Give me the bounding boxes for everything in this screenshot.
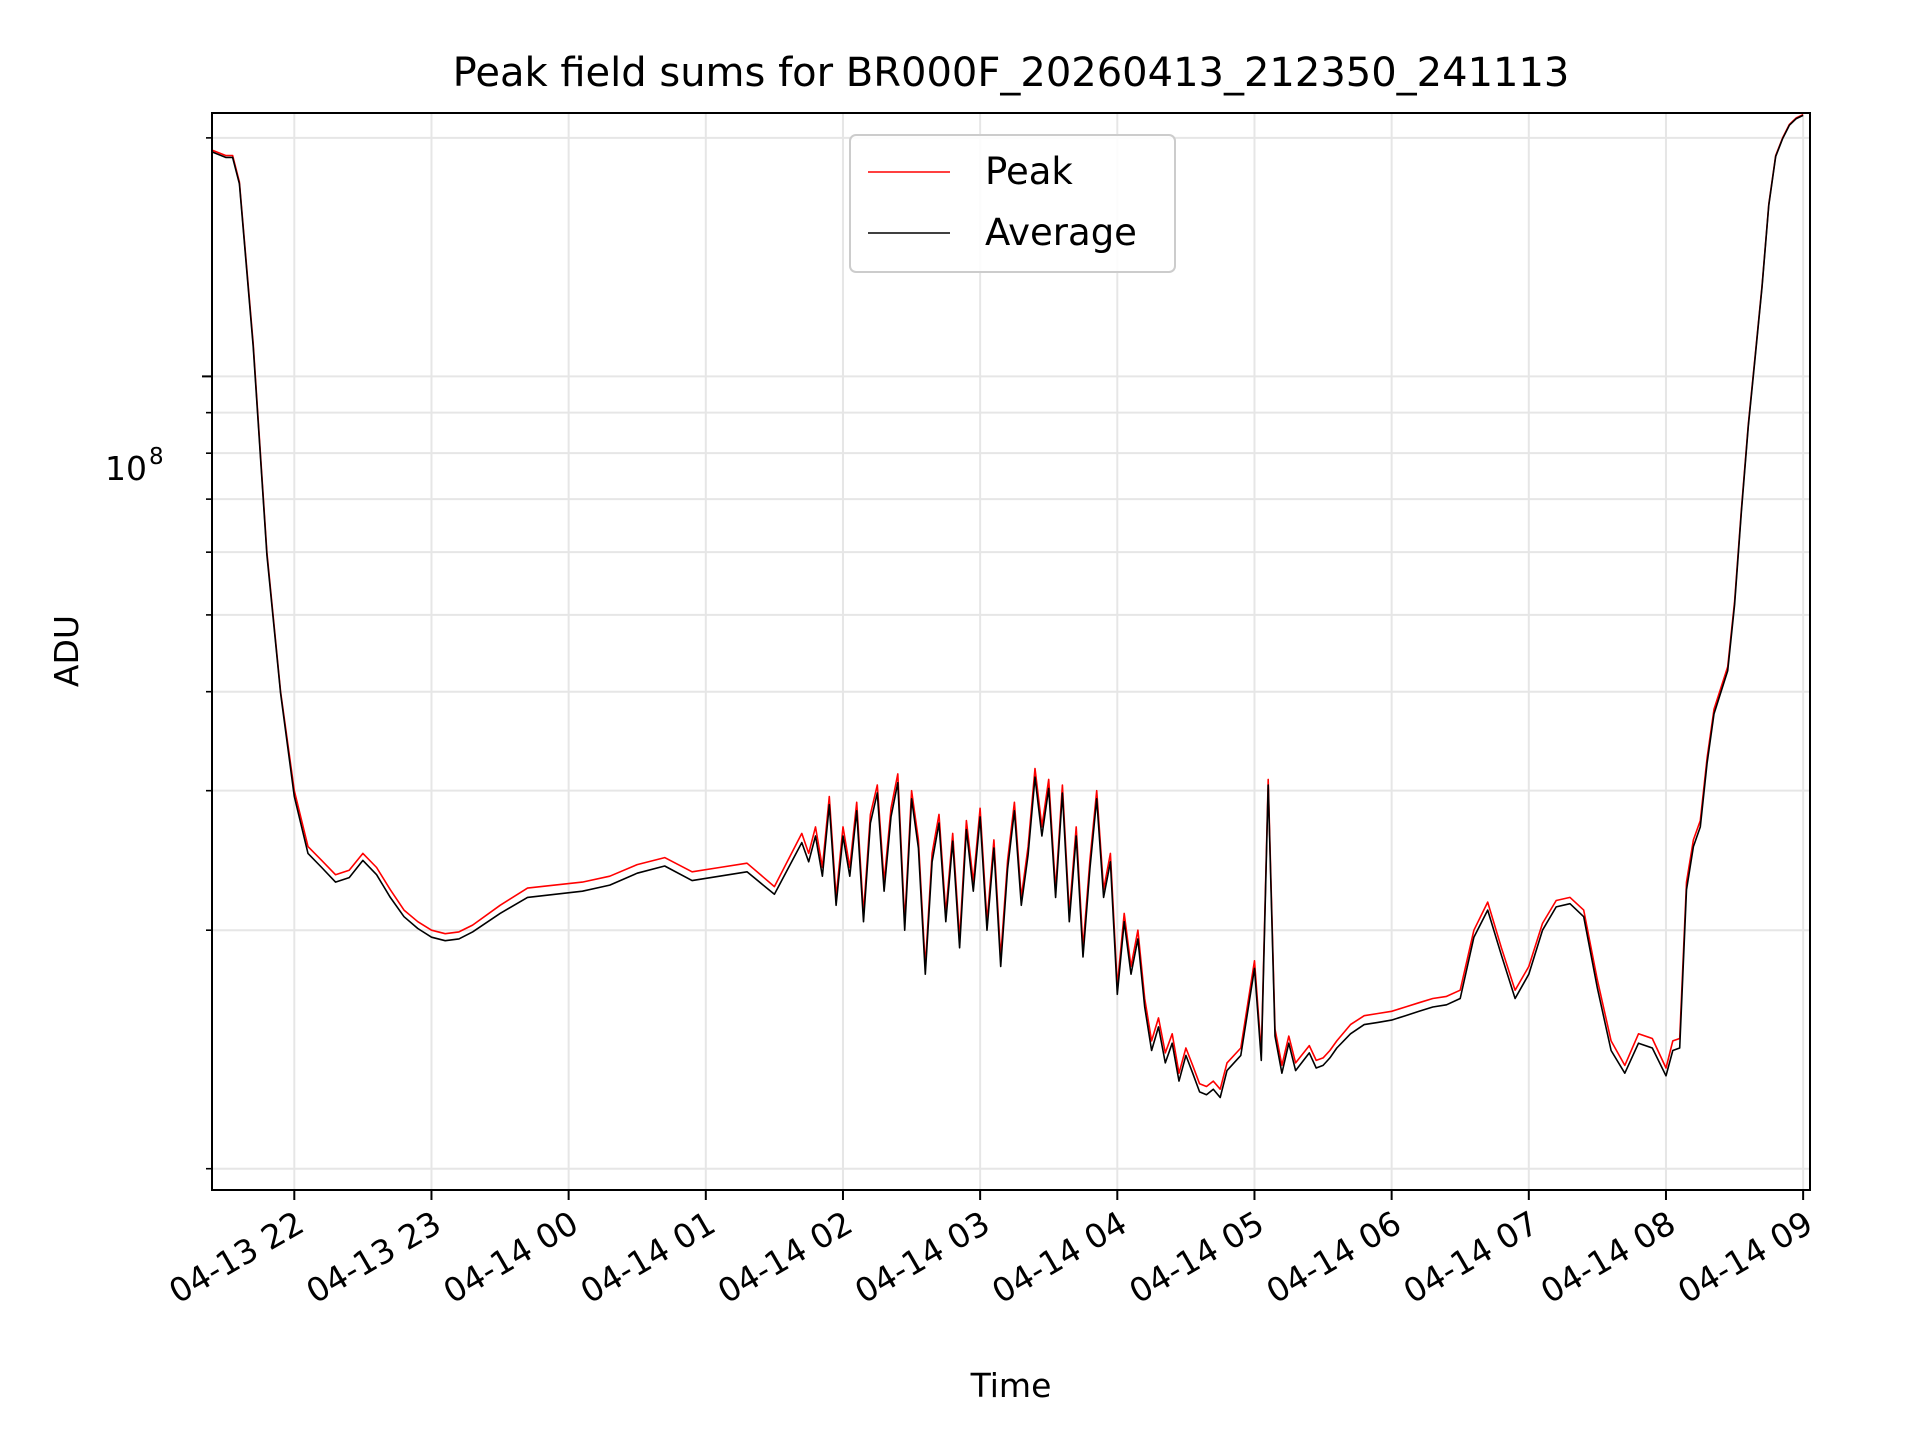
legend-label-average: Average bbox=[985, 211, 1137, 254]
y-tick-base: 10 bbox=[105, 449, 147, 488]
y-axis-label: ADU bbox=[47, 615, 86, 687]
series-line-peak bbox=[211, 113, 1804, 1090]
y-axis-ticks bbox=[202, 137, 212, 1170]
chart-title: Peak field sums for BR000F_20260413_2123… bbox=[453, 50, 1570, 96]
y-tick-exponent: 8 bbox=[149, 444, 164, 470]
y-major-tick-label: 10 8 bbox=[105, 444, 164, 488]
legend-box bbox=[849, 134, 1176, 273]
series-line-average bbox=[211, 114, 1804, 1099]
legend: Peak Average bbox=[849, 134, 1176, 273]
legend-label-peak: Peak bbox=[985, 150, 1073, 193]
series-layer bbox=[211, 113, 1804, 1099]
x-axis-label: Time bbox=[970, 1366, 1052, 1405]
plot-frame bbox=[211, 112, 1811, 1191]
